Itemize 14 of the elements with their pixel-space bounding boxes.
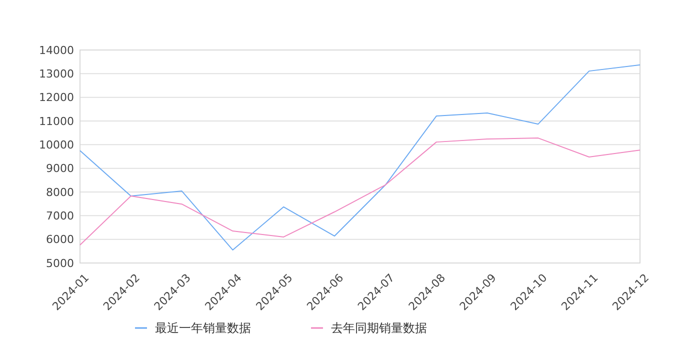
legend-label: 去年同期销量数据 xyxy=(331,321,427,336)
y-tick-label: 12000 xyxy=(39,91,74,104)
y-tick-label: 13000 xyxy=(39,68,74,81)
y-tick-label: 8000 xyxy=(46,186,74,199)
line-series xyxy=(80,138,640,246)
y-tick-label: 11000 xyxy=(39,114,74,128)
y-tick-label: 10000 xyxy=(39,138,74,152)
legend-label: 最近一年销量数据 xyxy=(155,321,251,336)
y-tick-label: 9000 xyxy=(46,162,74,176)
y-tick-label: 7000 xyxy=(46,210,74,223)
y-tick-label: 5000 xyxy=(46,256,74,270)
y-tick-label: 14000 xyxy=(39,44,74,57)
line-series xyxy=(80,64,640,250)
y-tick-label: 6000 xyxy=(46,233,74,246)
